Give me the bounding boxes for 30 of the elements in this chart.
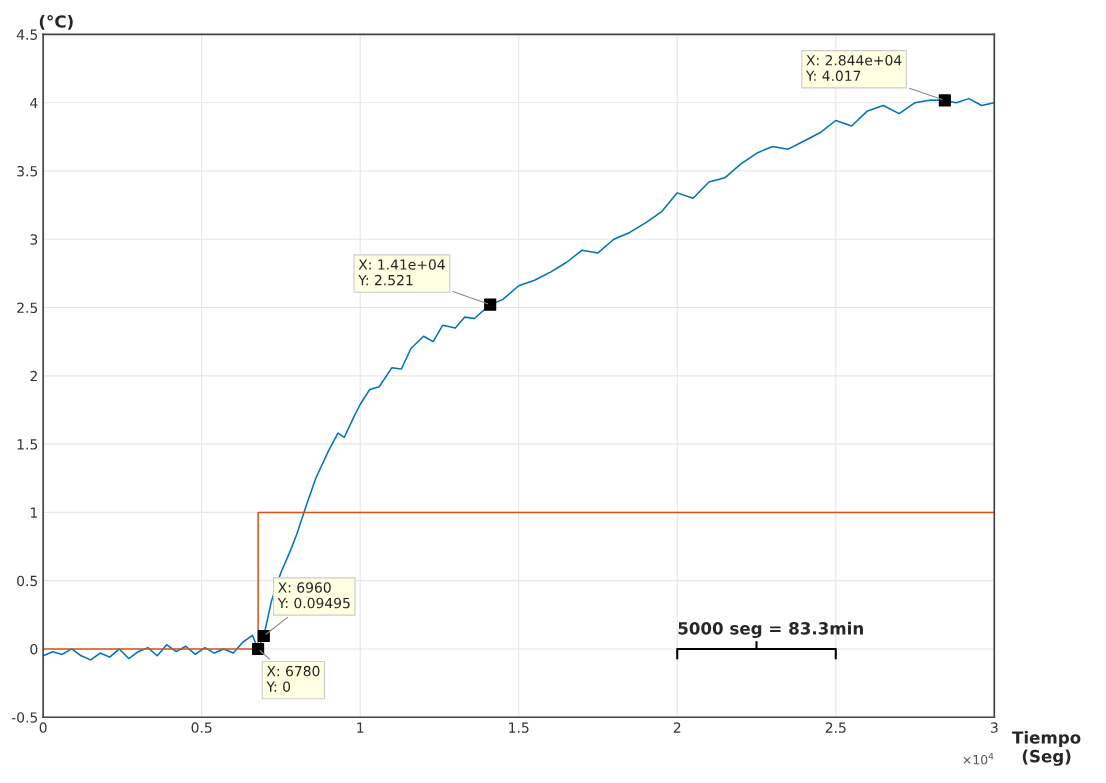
y-tick-label: 3 <box>30 234 38 245</box>
x-axis-title: Tiempo (Seg) <box>1012 730 1081 766</box>
x-tick-label: 2 <box>673 722 681 733</box>
point <box>938 94 951 107</box>
x-tick-label: 2.5 <box>825 722 846 733</box>
x-tick-label: 3 <box>990 722 998 733</box>
annotation: X: 6780 Y: 0 <box>266 665 320 692</box>
x-tick-label: 0 <box>39 722 47 733</box>
point <box>484 298 497 311</box>
point <box>252 642 265 656</box>
x-tick-label: 1 <box>357 722 364 733</box>
y-tick-label: 0 <box>30 643 38 655</box>
y-tick-label: 4 <box>30 97 38 109</box>
y-tick-label: 1.5 <box>17 439 38 450</box>
y-tick-label: -0.5 <box>11 712 38 723</box>
y-tick-label: 2.5 <box>17 302 38 314</box>
annotation: X: 1.41e+04 Y: 2.521 <box>358 259 445 286</box>
x-tick-label: 0.5 <box>191 722 212 733</box>
y-tick-label: 0.5 <box>17 575 38 587</box>
annotation: 5000 seg = 83.3min <box>678 621 863 639</box>
y-tick-label: 4.5 <box>16 29 38 40</box>
text: ×10$^{4}$ <box>963 753 994 765</box>
y-tick-label: 1 <box>30 507 37 518</box>
y-tick-label: 3.5 <box>17 165 38 177</box>
point <box>257 629 270 643</box>
annotation: X: 2.844e+04 Y: 4.017 <box>805 54 902 82</box>
y-tick-label: 2 <box>30 370 37 382</box>
x-tick-label: 1.5 <box>509 722 529 733</box>
y-axis-title: (°C) <box>39 14 73 30</box>
annotation: X: 6960 Y: 0.09495 <box>277 582 350 609</box>
